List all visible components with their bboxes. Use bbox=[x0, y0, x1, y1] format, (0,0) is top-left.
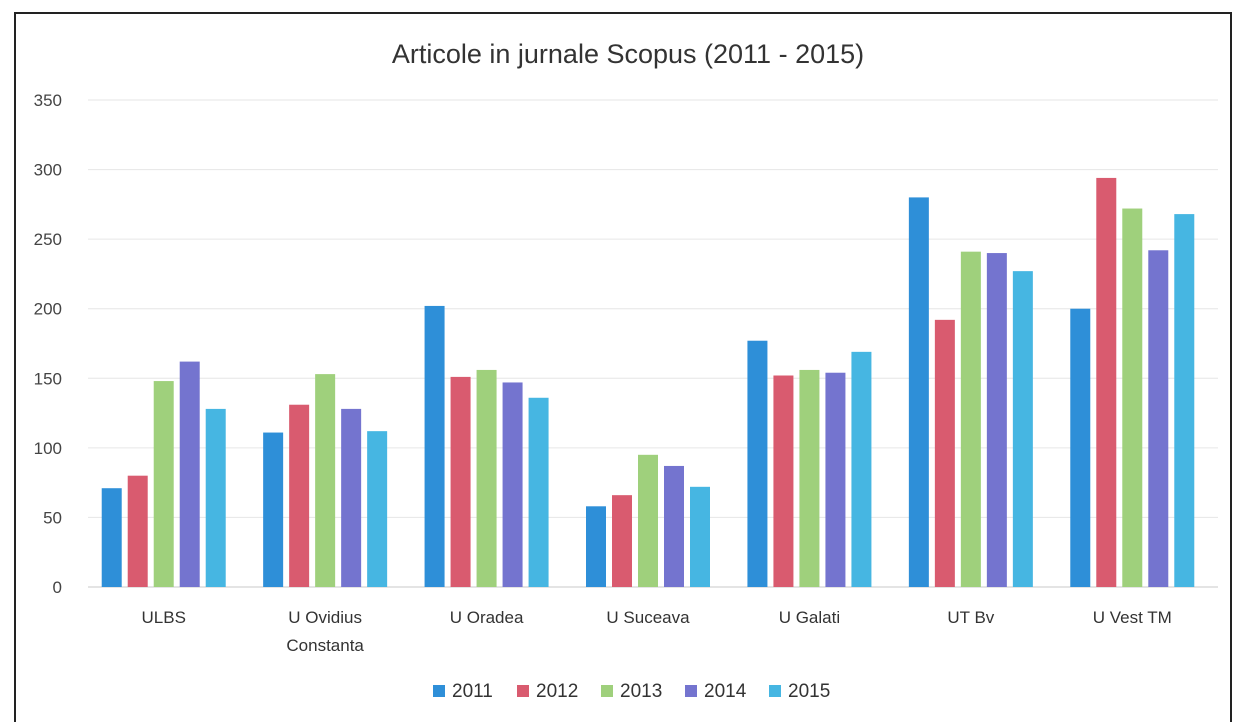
y-tick-label: 50 bbox=[43, 508, 62, 527]
bar-2012 bbox=[127, 475, 148, 587]
y-axis: 0 50 100 150 200 250 300 350 bbox=[34, 91, 62, 597]
bar-2011 bbox=[424, 305, 445, 587]
chart-title: Articole in jurnale Scopus (2011 - 2015) bbox=[392, 39, 864, 69]
bars bbox=[101, 177, 1195, 588]
bar-2011 bbox=[263, 432, 284, 587]
bar-2012 bbox=[773, 375, 794, 587]
bar-2012 bbox=[934, 319, 955, 587]
y-tick-label: 0 bbox=[53, 578, 62, 597]
bar-2011 bbox=[1070, 308, 1091, 587]
y-tick-label: 100 bbox=[34, 439, 62, 458]
legend-label-2015: 2015 bbox=[788, 681, 830, 702]
bar-2015 bbox=[690, 486, 710, 587]
bar-2014 bbox=[825, 372, 846, 587]
legend-swatch-2011 bbox=[433, 685, 445, 697]
legend-label-2013: 2013 bbox=[620, 681, 662, 702]
bar-2013 bbox=[960, 251, 981, 587]
bar-2014 bbox=[986, 253, 1007, 588]
y-tick-label: 150 bbox=[34, 369, 62, 388]
x-tick-label: Constanta bbox=[286, 636, 364, 655]
bar-2015 bbox=[528, 397, 549, 587]
legend-swatch-2015 bbox=[769, 685, 781, 697]
y-tick-label: 300 bbox=[34, 161, 62, 180]
legend-label-2012: 2012 bbox=[536, 681, 578, 702]
bar-2014 bbox=[179, 361, 200, 587]
x-axis: ULBS U Ovidius Constanta U Oradea U Suceava U… bbox=[142, 608, 1172, 655]
bar-2014 bbox=[664, 465, 684, 587]
bar-2011 bbox=[908, 197, 929, 587]
legend-swatch-2014 bbox=[685, 685, 697, 697]
y-tick-label: 350 bbox=[34, 91, 62, 110]
legend-label-2014: 2014 bbox=[704, 681, 747, 702]
bar-2013 bbox=[315, 374, 336, 587]
y-tick-label: 200 bbox=[34, 300, 62, 319]
bar-2012 bbox=[450, 376, 471, 587]
bar-2015 bbox=[851, 351, 872, 587]
bar-2013 bbox=[476, 369, 497, 587]
bar-2011 bbox=[101, 488, 122, 587]
bar-2014 bbox=[1148, 250, 1169, 587]
bar-2013 bbox=[1122, 208, 1143, 587]
bar-2015 bbox=[1174, 214, 1195, 587]
bar-2015 bbox=[367, 431, 388, 587]
bar-2014 bbox=[341, 408, 362, 587]
bar-2012 bbox=[612, 495, 632, 587]
x-tick-label: UT Bv bbox=[947, 608, 994, 627]
y-tick-label: 250 bbox=[34, 230, 62, 249]
legend-swatch-2013 bbox=[601, 685, 613, 697]
x-tick-label: U Ovidius bbox=[288, 608, 362, 627]
x-tick-label: U Oradea bbox=[450, 608, 524, 627]
x-tick-label: U Galati bbox=[779, 608, 840, 627]
bar-2013 bbox=[153, 381, 174, 587]
x-tick-label: ULBS bbox=[142, 608, 186, 627]
bar-2011 bbox=[586, 506, 606, 587]
bar-2014 bbox=[502, 382, 523, 587]
bar-2012 bbox=[289, 404, 310, 587]
bar-2015 bbox=[205, 408, 226, 587]
x-tick-label: U Vest TM bbox=[1093, 608, 1172, 627]
bar-2013 bbox=[638, 454, 658, 587]
bar-2015 bbox=[1012, 271, 1033, 587]
bar-2011 bbox=[747, 340, 768, 587]
legend: 2011 2012 2013 2014 2015 bbox=[433, 681, 830, 702]
bar-2013 bbox=[799, 369, 820, 587]
legend-label-2011: 2011 bbox=[452, 681, 493, 702]
legend-swatch-2012 bbox=[517, 685, 529, 697]
bar-2012 bbox=[1096, 177, 1117, 588]
x-tick-label: U Suceava bbox=[606, 608, 690, 627]
